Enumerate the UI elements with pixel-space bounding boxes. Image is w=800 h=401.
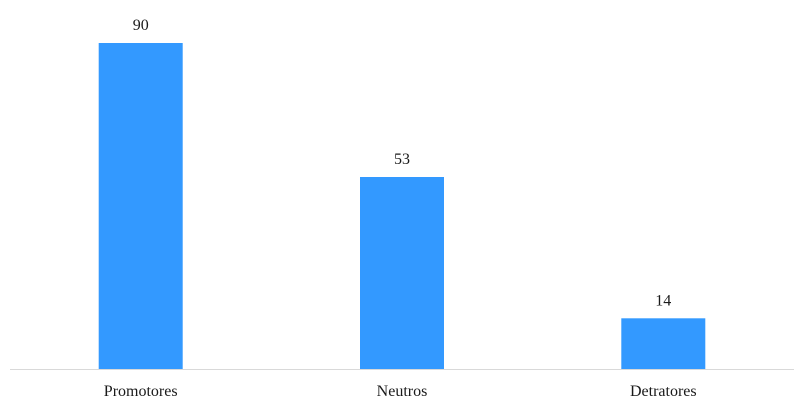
data-label-detratores: 14	[655, 292, 671, 309]
bar-neutros	[360, 177, 444, 369]
x-tick-labels-group: Promotores Neutros Detratores	[104, 383, 697, 400]
x-tick-label-promotores: Promotores	[104, 383, 178, 400]
bar-promotores	[98, 43, 183, 369]
data-label-neutros: 53	[394, 151, 410, 168]
x-tick-label-detratores: Detratores	[630, 383, 697, 400]
data-label-promotores: 90	[133, 17, 149, 34]
bars-group	[98, 43, 706, 369]
x-tick-label-neutros: Neutros	[377, 383, 428, 400]
bar-detratores	[621, 318, 706, 369]
data-labels-group: 90 53 14	[133, 17, 672, 309]
